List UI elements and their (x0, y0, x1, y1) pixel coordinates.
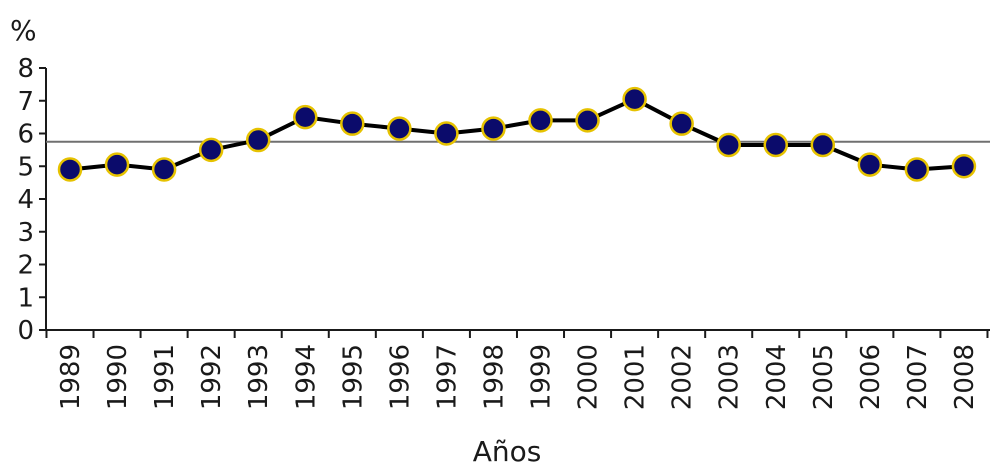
y-tick-label: 1 (17, 283, 34, 313)
x-tick-label: 2001 (621, 344, 651, 410)
data-point (904, 157, 930, 182)
x-tick-label: 2006 (856, 344, 886, 410)
y-tick-label: 8 (17, 54, 34, 84)
x-tick-label: 2000 (574, 344, 604, 410)
data-point (857, 152, 883, 177)
x-tick-label: 1991 (150, 344, 180, 410)
data-point (716, 132, 741, 158)
data-point (293, 104, 318, 130)
x-tick-label: 1997 (432, 344, 462, 410)
data-point (387, 116, 412, 141)
x-tick-label: 2004 (762, 344, 792, 410)
x-tick-label: 1999 (527, 344, 557, 410)
x-tick-label: 2002 (668, 344, 698, 410)
data-point (151, 157, 177, 182)
x-tick-label: 1993 (244, 344, 274, 410)
data-point (104, 152, 130, 177)
x-tick-label: 1995 (338, 344, 368, 410)
y-tick-label: 2 (17, 251, 34, 281)
data-point (57, 157, 83, 182)
x-tick-label: 2003 (715, 344, 745, 410)
y-tick-label: 0 (17, 316, 34, 346)
y-tick-label: 4 (17, 185, 34, 215)
x-tick-label: 1990 (103, 344, 133, 410)
x-tick-label: 2007 (903, 344, 933, 410)
x-tick-label: 1989 (56, 344, 86, 410)
y-tick-label: 5 (17, 152, 34, 182)
x-tick-label: 2008 (950, 344, 980, 410)
data-point (198, 137, 224, 163)
data-point (763, 132, 788, 158)
x-tick-label: 2005 (809, 344, 839, 410)
x-tick-label: 1992 (197, 344, 227, 410)
x-axis-ticks: 1989 1990 1991 1992 1993 1994 1995 1996 1997 1998… (45, 330, 989, 410)
x-tick-label: 1996 (385, 344, 415, 410)
data-points (57, 86, 977, 182)
x-tick-label: 1998 (479, 344, 509, 410)
data-point (245, 127, 271, 153)
x-tick-label: 1994 (291, 344, 321, 410)
data-point (622, 86, 647, 112)
y-axis-title: % (10, 14, 37, 47)
y-tick-label: 3 (17, 218, 34, 248)
data-point (951, 154, 977, 179)
data-point (810, 132, 836, 158)
data-point (575, 108, 600, 133)
data-point (434, 121, 459, 146)
data-point (340, 111, 365, 136)
y-tick-label: 6 (17, 120, 34, 150)
y-tick-label: 7 (17, 87, 34, 117)
data-point (481, 116, 506, 141)
x-axis-title: Años (473, 435, 542, 468)
data-point (669, 111, 694, 136)
data-point (528, 108, 553, 133)
